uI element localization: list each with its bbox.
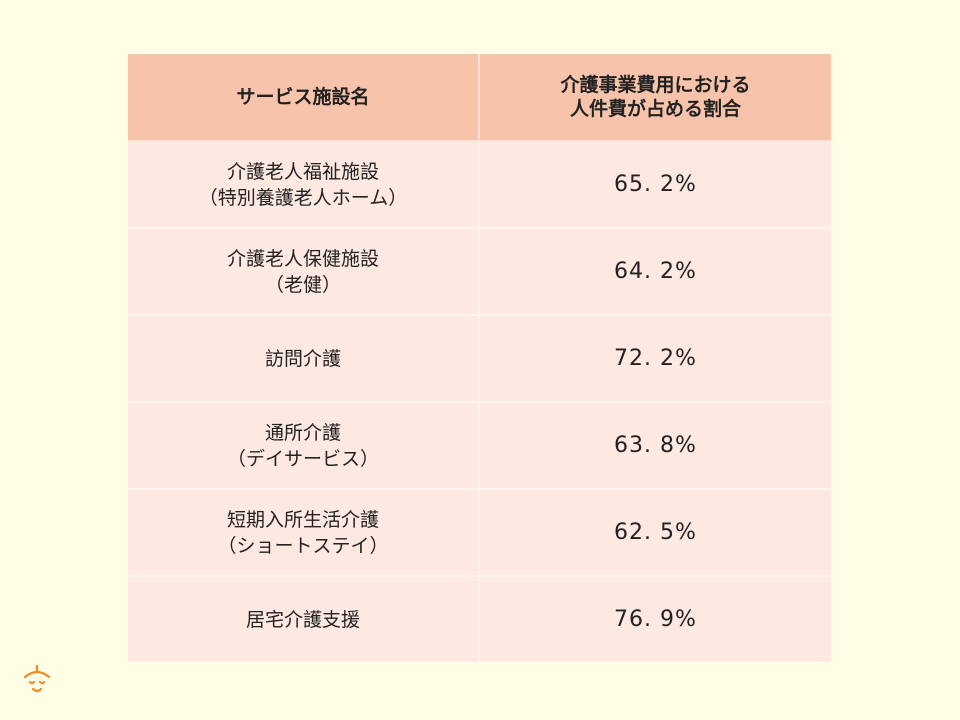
smiling-face-logo-icon [22, 664, 52, 698]
header-personnel-ratio: 介護事業費用における 人件費が占める割合 [479, 54, 831, 142]
service-name-cell: 介護老人保健施設 （老健） [128, 228, 480, 316]
service-name-subline: （特別養護老人ホーム） [198, 186, 408, 209]
service-name-line: 短期入所生活介護 [226, 508, 379, 531]
service-name-cell: 介護老人福祉施設 （特別養護老人ホーム） [128, 141, 480, 229]
service-name-cell: 居宅介護支援 [128, 576, 480, 662]
service-name-line: 介護老人保健施設 [226, 247, 379, 270]
ratio-value-cell: 64. 2% [479, 228, 831, 316]
service-name-cell: 通所介護 （デイサービス） [128, 402, 480, 490]
service-name-line: 介護老人福祉施設 [226, 160, 379, 183]
service-name-cell: 訪問介護 [128, 315, 480, 403]
service-name-subline: （デイサービス） [226, 447, 379, 470]
cost-ratio-table-container: サービス施設名 介護事業費用における 人件費が占める割合 介護老人福祉施設 （特… [128, 54, 831, 662]
header-ratio-line-2: 人件費が占める割合 [569, 98, 741, 120]
table-row: 介護老人福祉施設 （特別養護老人ホーム） 65. 2% [128, 141, 831, 229]
table-row: 介護老人保健施設 （老健） 64. 2% [128, 228, 831, 316]
table-row: 居宅介護支援 76. 9% [128, 576, 831, 662]
table-row: 短期入所生活介護 （ショートステイ） 62. 5% [128, 489, 831, 577]
header-service-name: サービス施設名 [128, 54, 480, 142]
table-row: 通所介護 （デイサービス） 63. 8% [128, 402, 831, 490]
ratio-value-cell: 76. 9% [479, 576, 831, 662]
header-row: サービス施設名 介護事業費用における 人件費が占める割合 [128, 54, 831, 142]
cost-ratio-table: サービス施設名 介護事業費用における 人件費が占める割合 介護老人福祉施設 （特… [128, 54, 831, 662]
ratio-value-cell: 63. 8% [479, 402, 831, 490]
header-service-name-text: サービス施設名 [236, 86, 370, 108]
header-ratio-line-1: 介護事業費用における [560, 74, 751, 96]
service-name-line: 訪問介護 [264, 347, 341, 370]
service-name-line: 居宅介護支援 [245, 608, 360, 631]
service-name-subline: （ショートステイ） [217, 534, 389, 557]
ratio-value-cell: 65. 2% [479, 141, 831, 229]
ratio-value-cell: 62. 5% [479, 489, 831, 577]
table-row: 訪問介護 72. 2% [128, 315, 831, 403]
service-name-subline: （老健） [264, 273, 341, 296]
service-name-cell: 短期入所生活介護 （ショートステイ） [128, 489, 480, 577]
service-name-line: 通所介護 [264, 421, 341, 444]
ratio-value-cell: 72. 2% [479, 315, 831, 403]
